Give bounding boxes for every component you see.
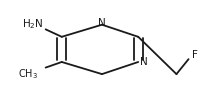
Text: $\mathregular{CH_3}$: $\mathregular{CH_3}$ [18, 67, 38, 81]
Text: N: N [140, 57, 148, 67]
Text: F: F [192, 50, 197, 60]
Text: $\mathregular{H_2N}$: $\mathregular{H_2N}$ [21, 17, 43, 31]
Text: N: N [98, 18, 106, 28]
